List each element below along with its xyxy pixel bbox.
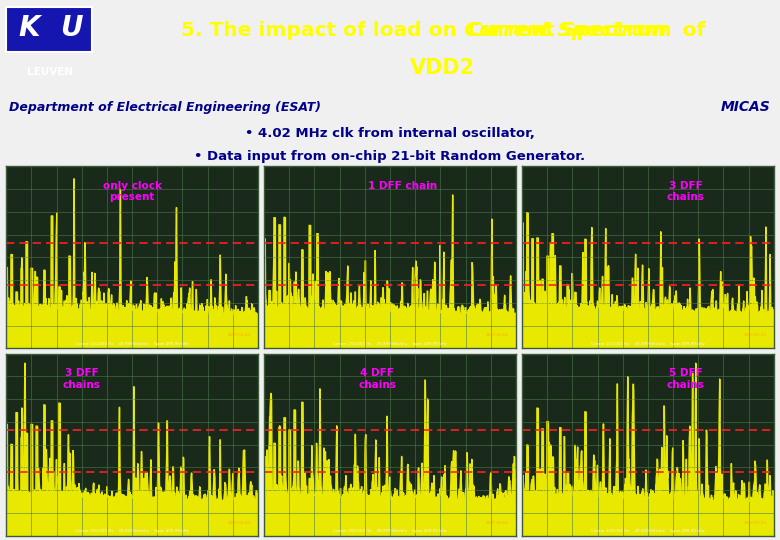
Text: 200?.02.04: 200?.02.04 [743,521,766,525]
Text: Center 250.000 Hz    49.999 kHz/div    Span 499.99 kHz: Center 250.000 Hz 49.999 kHz/div Span 49… [591,342,705,346]
Text: Center 250.000 Hz    49.999 kHz/div    Span 499.99 kHz: Center 250.000 Hz 49.999 kHz/div Span 49… [333,529,447,533]
Text: Current Spectrum: Current Spectrum [218,21,667,40]
Text: 200?.02.04: 200?.02.04 [485,521,509,525]
Text: 1 DFF chain: 1 DFF chain [368,181,437,191]
Text: • Data input from on-chip 21-bit Random Generator.: • Data input from on-chip 21-bit Random … [194,150,586,163]
Text: 200?.02.04: 200?.02.04 [485,333,509,338]
Text: 5. The impact of load on  Current Spectrum  of: 5. The impact of load on Current Spectru… [180,21,705,40]
Text: Center 250.000 Hz    49.999 kHz/div    Span 499.99 kHz: Center 250.000 Hz 49.999 kHz/div Span 49… [75,529,189,533]
Text: only clock
present: only clock present [103,181,161,202]
Text: 5 DFF
chains: 5 DFF chains [667,368,704,390]
Text: Center 250.000 Hz    49.999 kHz/div    Span 499.99 kHz: Center 250.000 Hz 49.999 kHz/div Span 49… [333,342,447,346]
Text: K: K [18,14,40,42]
Text: Center 250.000 Hz    49.999 kHz/div    Span 499.99 kHz: Center 250.000 Hz 49.999 kHz/div Span 49… [75,342,189,346]
Text: 4 DFF
chains: 4 DFF chains [359,368,396,390]
Text: Center 250.000 Hz    49.999 kHz/div    Span 499.99 kHz: Center 250.000 Hz 49.999 kHz/div Span 49… [591,529,705,533]
Text: 3 DFF
chains: 3 DFF chains [63,368,101,390]
Text: 200?.02.04: 200?.02.04 [227,521,250,525]
Text: 3 DFF
chains: 3 DFF chains [667,181,704,202]
Text: MICAS: MICAS [721,100,771,114]
Text: LEUVEN: LEUVEN [27,67,73,77]
Text: VDD2: VDD2 [410,58,475,78]
Text: • 4.02 MHz clk from internal oscillator,: • 4.02 MHz clk from internal oscillator, [245,127,535,140]
Text: 200?.02.04: 200?.02.04 [227,333,250,338]
Bar [6,7,92,52]
Text: Department of Electrical Engineering (ESAT): Department of Electrical Engineering (ES… [9,101,321,114]
Text: 200?.02.04: 200?.02.04 [743,333,766,338]
Text: U: U [61,14,83,42]
